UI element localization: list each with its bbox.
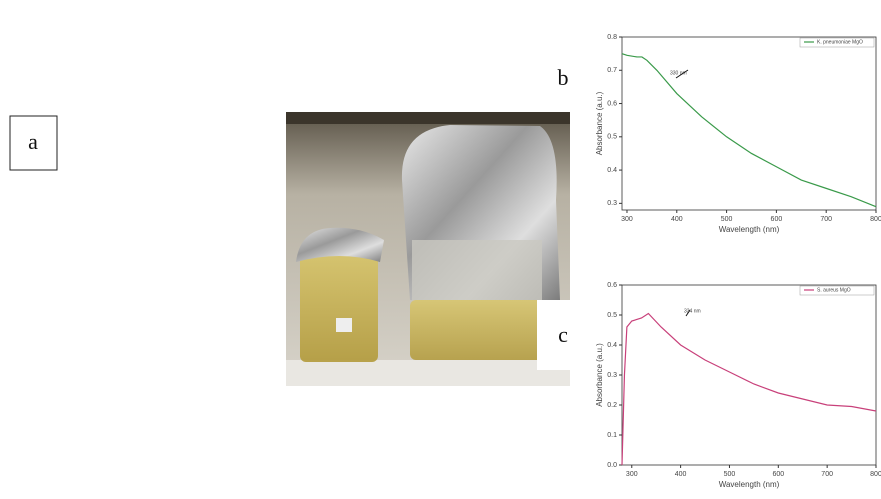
y-axis-label: Absorbance (a.u.) [595,343,604,407]
charts: 300 400 500 600 700 800 0.3 0.4 0.5 0.6 0.7 0.8 Wave… [595,34,881,489]
x-tick-label: 300 [621,216,633,223]
x-tick-label: 300 [626,471,638,478]
y-tick-label: 0.8 [607,34,617,41]
x-tick-label: 500 [724,471,736,478]
photo [286,112,570,386]
y-tick-label: 0.1 [607,432,617,439]
y-tick-label: 0.5 [607,312,617,319]
line [622,314,876,466]
plot-frame [622,285,876,465]
panel-label: c [558,322,568,347]
y-tick-label: 0.2 [607,402,617,409]
annotation: 330 nm [670,70,687,76]
x-tick-label: 800 [870,216,881,223]
y-tick-label: 0.6 [607,282,617,289]
x-tick-label: 700 [821,471,833,478]
legend-label: K. pneumoniae MgO [817,39,863,45]
y-axis-label: Absorbance (a.u.) [595,91,604,155]
x-tick-label: 700 [820,216,832,223]
x-tick-label: 600 [772,471,784,478]
y-tick-label: 0.3 [607,200,617,207]
x-tick-label: 600 [771,216,783,223]
y-tick-label: 0.7 [607,67,617,74]
y-tick-label: 0.4 [607,167,617,174]
x-axis-label: Wavelength (nm) [719,480,780,489]
y-tick-label: 0.0 [607,462,617,469]
y-tick-label: 0.3 [607,372,617,379]
legend-label: S. aureus MgO [817,287,851,293]
y-tick-label: 0.6 [607,100,617,107]
x-tick-label: 800 [870,471,881,478]
x-tick-label: 400 [671,216,683,223]
line [622,54,876,207]
panel-label: a [28,129,38,154]
plot-frame [622,37,876,210]
panel-label: b [558,65,569,90]
y-tick-label: 0.4 [607,342,617,349]
annotation: 334 nm [684,308,701,314]
x-axis-label: Wavelength (nm) [719,225,780,234]
x-tick-label: 400 [675,471,687,478]
x-tick-label: 500 [721,216,733,223]
figure: a b c 300 400 500 600 700 800 0.3 0.4 0.5 0.6 0.7 0… [0,0,881,494]
y-tick-label: 0.5 [607,134,617,141]
